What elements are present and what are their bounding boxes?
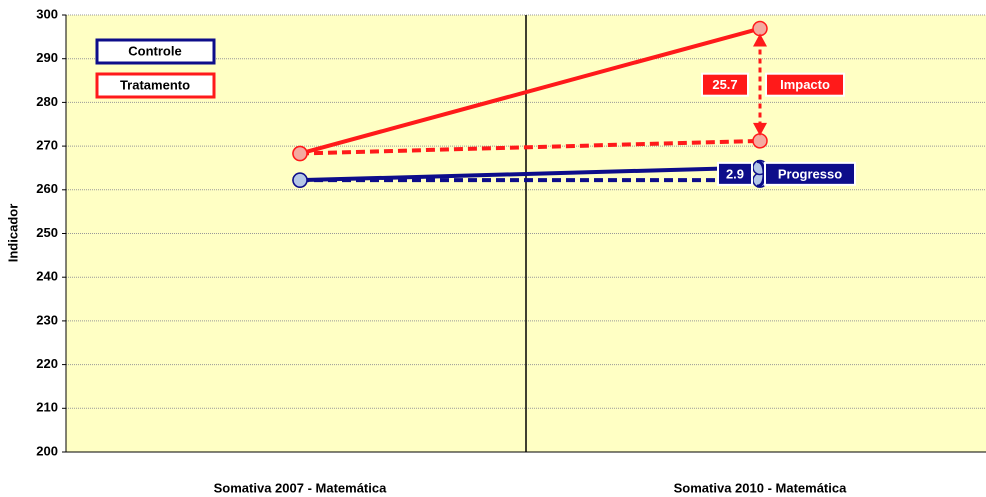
legend-label: Controle <box>128 43 181 58</box>
y-tick-label: 280 <box>36 94 58 109</box>
y-tick-label: 240 <box>36 269 58 284</box>
x-tick-label: Somativa 2007 - Matemática <box>214 480 387 495</box>
x-tick-label: Somativa 2010 - Matemática <box>674 480 847 495</box>
y-tick-label: 220 <box>36 356 58 371</box>
marker <box>292 145 308 162</box>
y-tick-label: 300 <box>36 6 58 21</box>
annotation-label: 25.7 <box>712 77 737 92</box>
y-tick-label: 230 <box>36 312 58 327</box>
annotation-box <box>717 161 753 186</box>
legend-box <box>95 38 216 65</box>
y-tick-label: 210 <box>36 400 58 415</box>
y-tick-label: 200 <box>36 443 58 458</box>
series-line <box>299 26 761 156</box>
series-line <box>299 165 761 183</box>
reference-line <box>299 138 761 156</box>
y-tick-label: 270 <box>36 138 58 153</box>
marker <box>752 20 768 37</box>
annotation-label: 2.9 <box>726 166 744 181</box>
y-tick-label: 250 <box>36 225 58 240</box>
annotation-box <box>764 161 856 186</box>
y-tick-label: 260 <box>36 181 58 196</box>
annotation-label: Impacto <box>780 77 830 92</box>
legend-label: Tratamento <box>120 77 190 92</box>
marker <box>292 172 308 188</box>
marker <box>752 133 768 149</box>
annotation-label: Progresso <box>778 166 842 181</box>
legend-box <box>95 72 216 99</box>
annotation-box <box>765 72 845 97</box>
arrow-head <box>753 122 767 136</box>
y-tick-label: 290 <box>36 50 58 65</box>
arrow-head <box>753 33 767 47</box>
y-axis-label: Indicador <box>5 204 20 263</box>
annotation-box <box>701 72 749 97</box>
